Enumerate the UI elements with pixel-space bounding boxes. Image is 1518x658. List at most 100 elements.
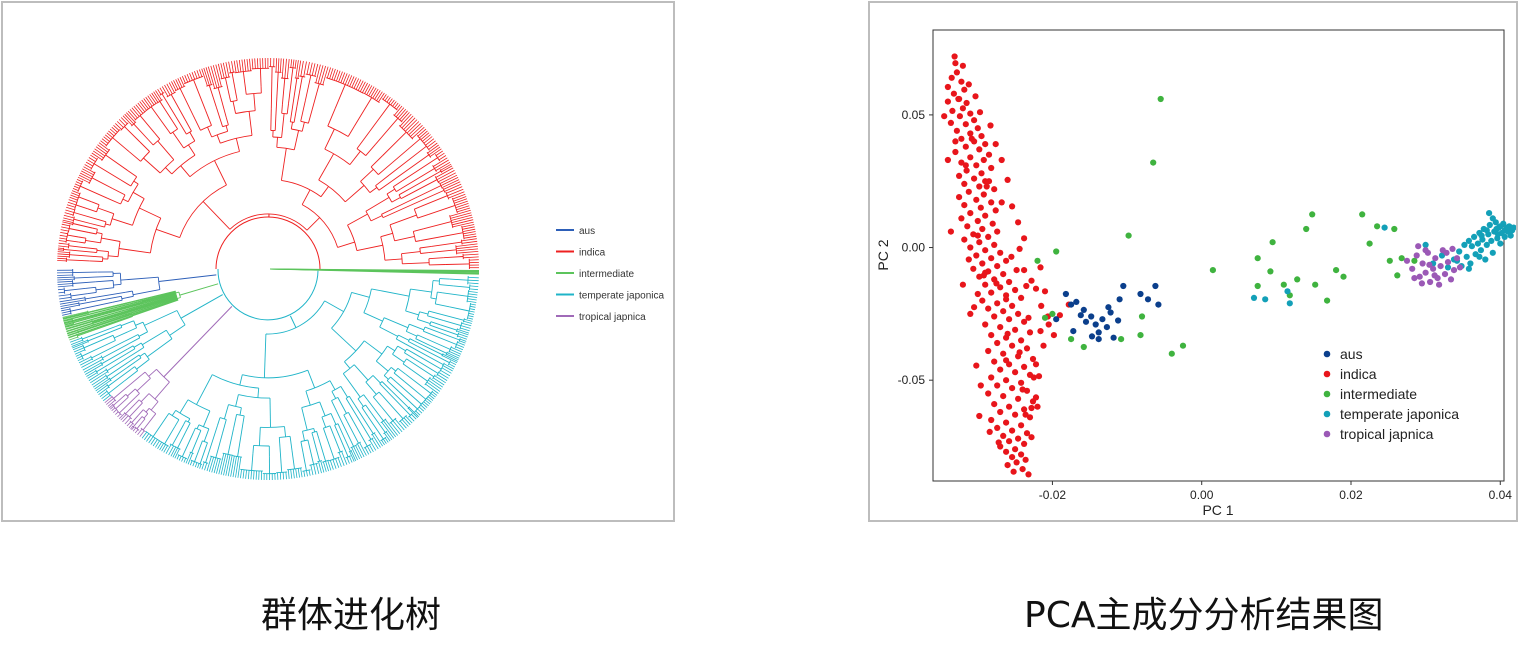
tree-branch bbox=[413, 228, 425, 232]
tree-branch bbox=[429, 394, 435, 400]
tree-branch bbox=[141, 99, 149, 110]
tree-branch bbox=[270, 108, 272, 131]
tree-branch bbox=[250, 470, 252, 480]
x-axis-label: PC 1 bbox=[1202, 502, 1233, 518]
tree-branch bbox=[115, 398, 127, 410]
tree-branch bbox=[120, 179, 132, 187]
tree-branch bbox=[315, 64, 321, 83]
tree-branch bbox=[175, 79, 181, 89]
scatter-point bbox=[988, 289, 995, 296]
tree-branch-arc bbox=[111, 395, 117, 402]
scatter-point bbox=[967, 154, 974, 161]
legend-label: aus bbox=[579, 226, 595, 237]
tree-branch bbox=[428, 249, 457, 254]
tree-branch-arc bbox=[363, 92, 380, 103]
scatter-point bbox=[1209, 267, 1216, 274]
tree-branch bbox=[126, 421, 132, 427]
tree-branch bbox=[222, 62, 227, 78]
tree-branch bbox=[397, 367, 407, 375]
tree-branch bbox=[102, 343, 130, 359]
tree-branch bbox=[295, 60, 299, 79]
tree-branch bbox=[77, 176, 90, 184]
scatter-point bbox=[958, 78, 965, 85]
tree-branch bbox=[157, 140, 175, 160]
tree-branch bbox=[112, 137, 130, 153]
tree-branch bbox=[90, 154, 98, 160]
tree-branch bbox=[403, 417, 411, 426]
tree-branch-arc bbox=[78, 302, 80, 307]
tree-branch bbox=[239, 374, 243, 386]
scatter-point bbox=[951, 53, 958, 60]
tree-branch bbox=[318, 438, 327, 462]
tree-branch bbox=[335, 458, 340, 468]
tree-branch bbox=[459, 340, 466, 344]
tree-branch-arc bbox=[422, 326, 426, 332]
tree-branch-arc bbox=[434, 176, 440, 184]
legend-label: indica bbox=[1340, 366, 1377, 382]
tree-branch bbox=[159, 87, 164, 94]
tree-branch-arc bbox=[402, 358, 407, 365]
scatter-point bbox=[1422, 269, 1429, 276]
tree-branch bbox=[442, 353, 458, 362]
tree-branch bbox=[353, 421, 368, 447]
tree-branch bbox=[415, 338, 431, 347]
tree-branch bbox=[159, 101, 174, 123]
y-tick-label: 0.00 bbox=[902, 241, 926, 255]
tree-branch bbox=[441, 355, 458, 364]
tree-branch bbox=[385, 431, 393, 441]
tree-branch bbox=[449, 209, 471, 217]
tree-branch bbox=[194, 71, 198, 79]
tree-branch bbox=[119, 396, 136, 414]
tree-branch bbox=[220, 63, 225, 79]
tree-branch-arc bbox=[120, 296, 123, 301]
scatter-point bbox=[1095, 336, 1102, 343]
tree-branch bbox=[242, 469, 245, 479]
tree-branch bbox=[62, 313, 72, 316]
tree-branch bbox=[184, 75, 189, 83]
scatter-point bbox=[1150, 159, 1157, 166]
tree-branch bbox=[392, 420, 403, 433]
tree-branch bbox=[253, 470, 255, 480]
tree-branch bbox=[143, 157, 161, 174]
tree-branch bbox=[427, 144, 439, 154]
tree-branch-arc bbox=[401, 253, 403, 264]
tree-branch-arc bbox=[327, 125, 349, 137]
tree-branch bbox=[63, 214, 75, 219]
tree-branch bbox=[194, 448, 200, 462]
tree-branch bbox=[245, 469, 247, 479]
tree-branch bbox=[100, 140, 107, 146]
tree-branch bbox=[398, 188, 410, 196]
scatter-point bbox=[989, 220, 996, 227]
pca-caption: PCA主成分分析结果图 bbox=[1024, 595, 1384, 636]
tree-branch bbox=[187, 453, 193, 465]
tree-branch bbox=[72, 271, 98, 274]
scatter-point bbox=[1009, 302, 1016, 309]
tree-branch bbox=[369, 444, 374, 452]
tree-branch bbox=[372, 88, 379, 99]
tree-branch bbox=[373, 432, 383, 447]
tree-branch bbox=[240, 469, 242, 479]
tree-branch bbox=[269, 268, 479, 275]
tree-branch-arc bbox=[105, 129, 121, 147]
tree-branch bbox=[144, 310, 178, 326]
tree-branch bbox=[130, 366, 135, 371]
scatter-point bbox=[1431, 272, 1438, 279]
scatter-point bbox=[1018, 294, 1025, 301]
tree-branch bbox=[84, 164, 92, 169]
legend-label: intermediate bbox=[1340, 386, 1417, 402]
tree-branch bbox=[106, 132, 113, 139]
tree-branch bbox=[419, 245, 432, 249]
tree-branch bbox=[194, 462, 198, 468]
tree-branch bbox=[284, 426, 287, 437]
tree-branch-arc bbox=[72, 280, 74, 287]
tree-branch bbox=[172, 132, 185, 149]
tree-branch bbox=[95, 280, 114, 283]
tree-branch-arc bbox=[65, 237, 68, 243]
tree-branch bbox=[342, 73, 348, 84]
tree-branch bbox=[306, 217, 321, 231]
scatter-point bbox=[1032, 361, 1040, 368]
tree-branch bbox=[290, 122, 293, 130]
legend-marker bbox=[1323, 390, 1331, 398]
tree-branch bbox=[420, 195, 448, 208]
tree-branch bbox=[321, 416, 327, 428]
